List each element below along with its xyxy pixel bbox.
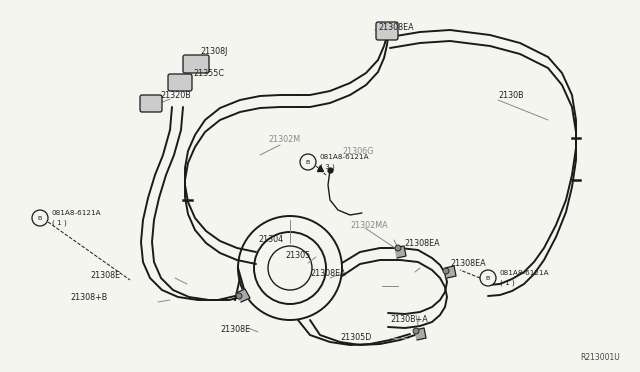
Text: 21308EA: 21308EA: [450, 259, 486, 267]
Text: B: B: [486, 276, 490, 280]
Text: 21308EA: 21308EA: [378, 23, 413, 32]
Text: B: B: [38, 215, 42, 221]
Text: 21308EA: 21308EA: [404, 238, 440, 247]
Text: 21304: 21304: [258, 235, 283, 244]
Polygon shape: [395, 246, 406, 258]
Text: 21308J: 21308J: [200, 48, 227, 57]
Circle shape: [300, 154, 316, 170]
FancyBboxPatch shape: [140, 95, 162, 112]
Text: 21308E: 21308E: [90, 270, 120, 279]
Text: 21305D: 21305D: [340, 334, 371, 343]
Text: ( 1 ): ( 1 ): [52, 220, 67, 226]
Text: 21302MA: 21302MA: [350, 221, 388, 230]
FancyBboxPatch shape: [376, 22, 398, 40]
Circle shape: [480, 270, 496, 286]
Text: 081A8-6121A: 081A8-6121A: [52, 210, 102, 216]
Text: 21302M: 21302M: [268, 135, 300, 144]
Text: 2130B+A: 2130B+A: [390, 315, 428, 324]
Text: 21306G: 21306G: [342, 148, 373, 157]
Text: 21308+B: 21308+B: [70, 294, 108, 302]
Circle shape: [413, 328, 419, 334]
Circle shape: [395, 245, 401, 251]
Text: R213001U: R213001U: [580, 353, 620, 362]
Text: 21355C: 21355C: [193, 68, 224, 77]
Text: 21305: 21305: [285, 250, 310, 260]
Text: ( 3 ): ( 3 ): [320, 164, 335, 170]
Text: B: B: [306, 160, 310, 164]
Text: 081A8-6121A: 081A8-6121A: [500, 270, 550, 276]
FancyBboxPatch shape: [168, 74, 192, 91]
Text: 21308E: 21308E: [220, 326, 250, 334]
Text: 2130B: 2130B: [498, 90, 524, 99]
Polygon shape: [445, 266, 456, 278]
Polygon shape: [415, 328, 426, 340]
Circle shape: [32, 210, 48, 226]
FancyBboxPatch shape: [183, 55, 209, 73]
Text: 21320B: 21320B: [160, 90, 191, 99]
Text: ( 1 ): ( 1 ): [500, 280, 515, 286]
Circle shape: [236, 293, 242, 299]
Text: 21308EA: 21308EA: [310, 269, 346, 278]
Text: 081A8-6121A: 081A8-6121A: [320, 154, 370, 160]
Polygon shape: [236, 289, 250, 302]
Circle shape: [443, 268, 449, 274]
